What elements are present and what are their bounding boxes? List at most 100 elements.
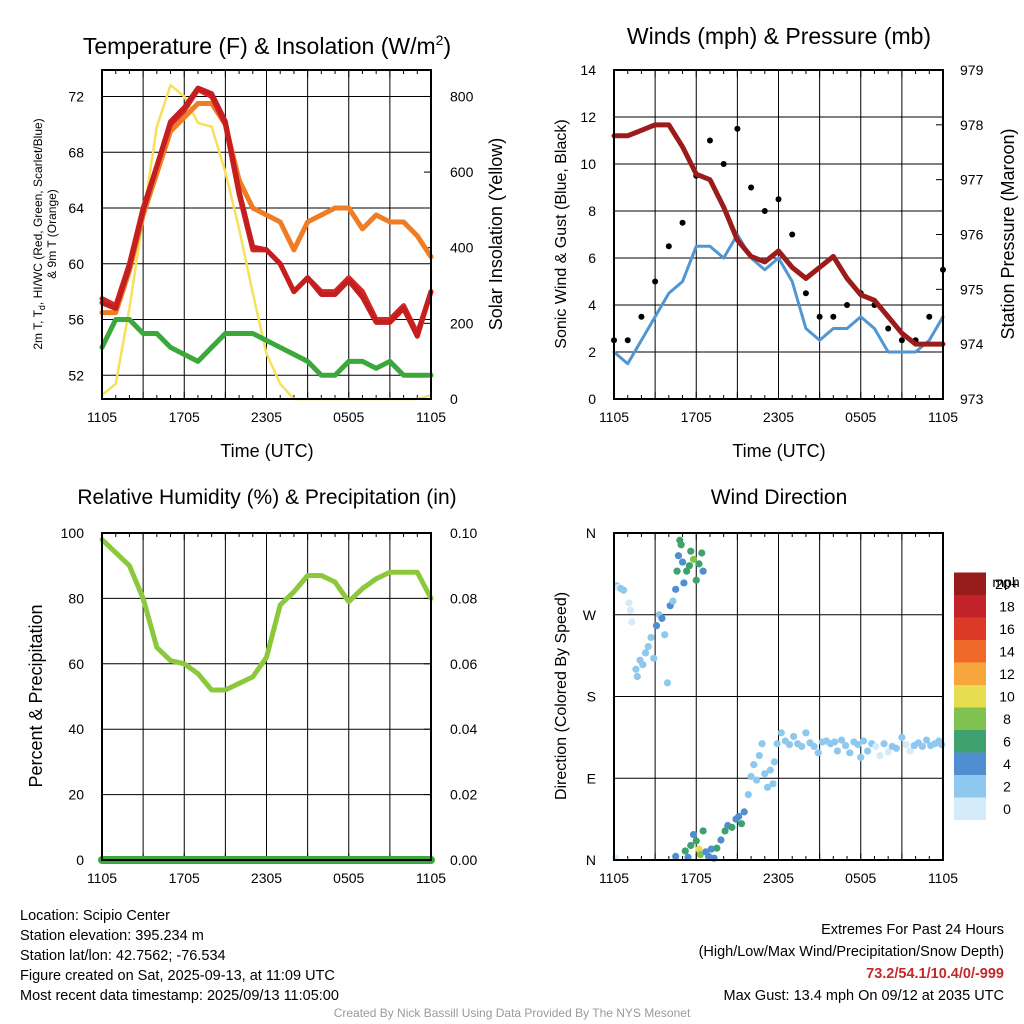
winds-ylabel-right: Station Pressure (Maroon) (998, 128, 1018, 339)
max-gust: Max Gust: 13.4 mph On 09/12 at 2035 UTC (723, 988, 1004, 1004)
colorbar-label: 16 (999, 621, 1015, 637)
direction-point (669, 597, 677, 605)
gust-point (720, 161, 727, 167)
direction-point (717, 836, 725, 844)
direction-panel: Wind Direction 1105 1705 2305 0505 1105NESWN… (553, 486, 1020, 886)
direction-xtick: 1105 (599, 870, 629, 886)
direction-point (798, 742, 806, 751)
temperature-ylabel-line2: & 9m T (Orange) (45, 189, 59, 279)
direction-point (625, 599, 633, 607)
humidity-yrtick: 0.06 (450, 656, 477, 672)
direction-point (644, 642, 652, 651)
winds-xtick: 0505 (845, 409, 876, 425)
gust-point (898, 337, 905, 344)
winds-ytick: 8 (588, 203, 596, 219)
direction-point (695, 845, 703, 853)
gust-point (624, 337, 631, 344)
direction-ytick: E (587, 770, 596, 786)
direction-point (831, 738, 839, 746)
direction-point (626, 606, 635, 614)
temperature-series-hi-wc (99, 85, 434, 339)
direction-point (922, 736, 931, 744)
direction-point (633, 672, 641, 681)
direction-point (846, 749, 854, 757)
direction-point (744, 791, 752, 799)
gust-point (926, 313, 933, 320)
figure-created: Figure created on Sat, 2025-09-13, at 11… (20, 968, 335, 984)
gust-point (775, 196, 782, 203)
direction-point (704, 852, 713, 860)
winds-xtick: 1705 (681, 409, 712, 425)
gust-point (830, 313, 837, 320)
direction-point (652, 622, 661, 630)
colorbar-swatch (954, 797, 986, 820)
humidity-ytick: 0 (76, 852, 84, 868)
direction-xtick: 1105 (928, 870, 958, 886)
humidity-panel: Relative Humidity (%) & Precipitation (i… (26, 486, 477, 886)
direction-point (678, 558, 687, 566)
humidity-ylabel: Percent & Precipitation (26, 604, 46, 787)
direction-point (758, 740, 766, 748)
humidity-xtick: 2305 (251, 870, 282, 886)
humidity-series-rh (99, 537, 434, 693)
direction-point (735, 812, 743, 821)
gust-point (679, 219, 686, 226)
direction-point (864, 747, 872, 755)
gust-point (748, 184, 755, 191)
direction-point (681, 847, 689, 855)
temperature-series-2m-td (99, 317, 434, 378)
temperature-xtick: 1105 (87, 409, 117, 425)
direction-point (685, 562, 693, 570)
direction-point (628, 618, 636, 626)
direction-point (876, 751, 884, 760)
colorbar-swatch (954, 662, 986, 685)
direction-ytick: N (586, 525, 596, 541)
humidity-xtick: 1705 (169, 870, 200, 886)
winds-ytick: 6 (588, 250, 596, 266)
gust-point (844, 302, 851, 308)
winds-yrtick: 979 (960, 62, 984, 78)
direction-point (857, 753, 865, 761)
humidity-xtick: 1105 (416, 870, 446, 886)
colorbar-label: 14 (999, 643, 1015, 659)
direction-xtick: 2305 (763, 870, 794, 886)
direction-point (918, 742, 927, 751)
gust-point (789, 231, 796, 238)
direction-point (892, 744, 900, 752)
direction-point (677, 541, 685, 549)
direction-point (692, 837, 700, 845)
winds-xlabel: Time (UTC) (732, 441, 825, 461)
direction-point (938, 741, 946, 749)
extremes-heading: Extremes For Past 24 Hours (821, 922, 1004, 938)
gust-point (802, 290, 809, 297)
direction-point (687, 547, 695, 555)
direction-ytick: N (586, 852, 596, 868)
direction-point (699, 827, 707, 835)
gust-point (638, 313, 645, 320)
direction-point (672, 852, 680, 860)
colorbar-label: 2 (1003, 778, 1011, 794)
direction-xtick: 1705 (681, 870, 712, 886)
direction-point (721, 827, 729, 835)
direction-point (689, 555, 698, 563)
direction-point (707, 845, 715, 853)
direction-ylabel: Direction (Colored By Speed) (553, 592, 570, 800)
direction-point (766, 766, 774, 774)
winds-yrtick: 973 (960, 391, 984, 407)
winds-ytick: 12 (580, 109, 596, 125)
humidity-xtick: 0505 (333, 870, 364, 886)
temperature-yrtick: 200 (450, 315, 474, 331)
direction-point (740, 808, 748, 816)
credit-line: Created By Nick Bassill Using Data Provi… (333, 1006, 691, 1020)
gust-point (885, 325, 892, 332)
temperature-title: Temperature (F) & Insolation (W/m2) (83, 32, 451, 59)
station-elevation: Station elevation: 395.234 m (20, 928, 204, 944)
temperature-ytick: 56 (68, 312, 84, 328)
colorbar-label: 4 (1003, 756, 1011, 772)
colorbar-swatch (954, 640, 986, 663)
direction-point (699, 567, 707, 575)
gust-point (665, 243, 672, 250)
temperature-xlabel: Time (UTC) (220, 441, 313, 461)
winds-series-pressure (611, 122, 946, 347)
